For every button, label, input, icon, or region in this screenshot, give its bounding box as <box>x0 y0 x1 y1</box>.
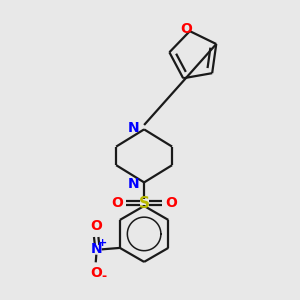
Text: -: - <box>101 270 106 283</box>
Text: O: O <box>111 196 123 210</box>
Text: N: N <box>91 242 102 256</box>
Text: N: N <box>128 121 140 135</box>
Text: O: O <box>90 219 102 233</box>
Text: S: S <box>139 196 150 211</box>
Text: O: O <box>165 196 177 210</box>
Text: N: N <box>128 177 140 191</box>
Text: +: + <box>98 238 107 248</box>
Text: O: O <box>90 266 102 280</box>
Text: O: O <box>180 22 192 36</box>
